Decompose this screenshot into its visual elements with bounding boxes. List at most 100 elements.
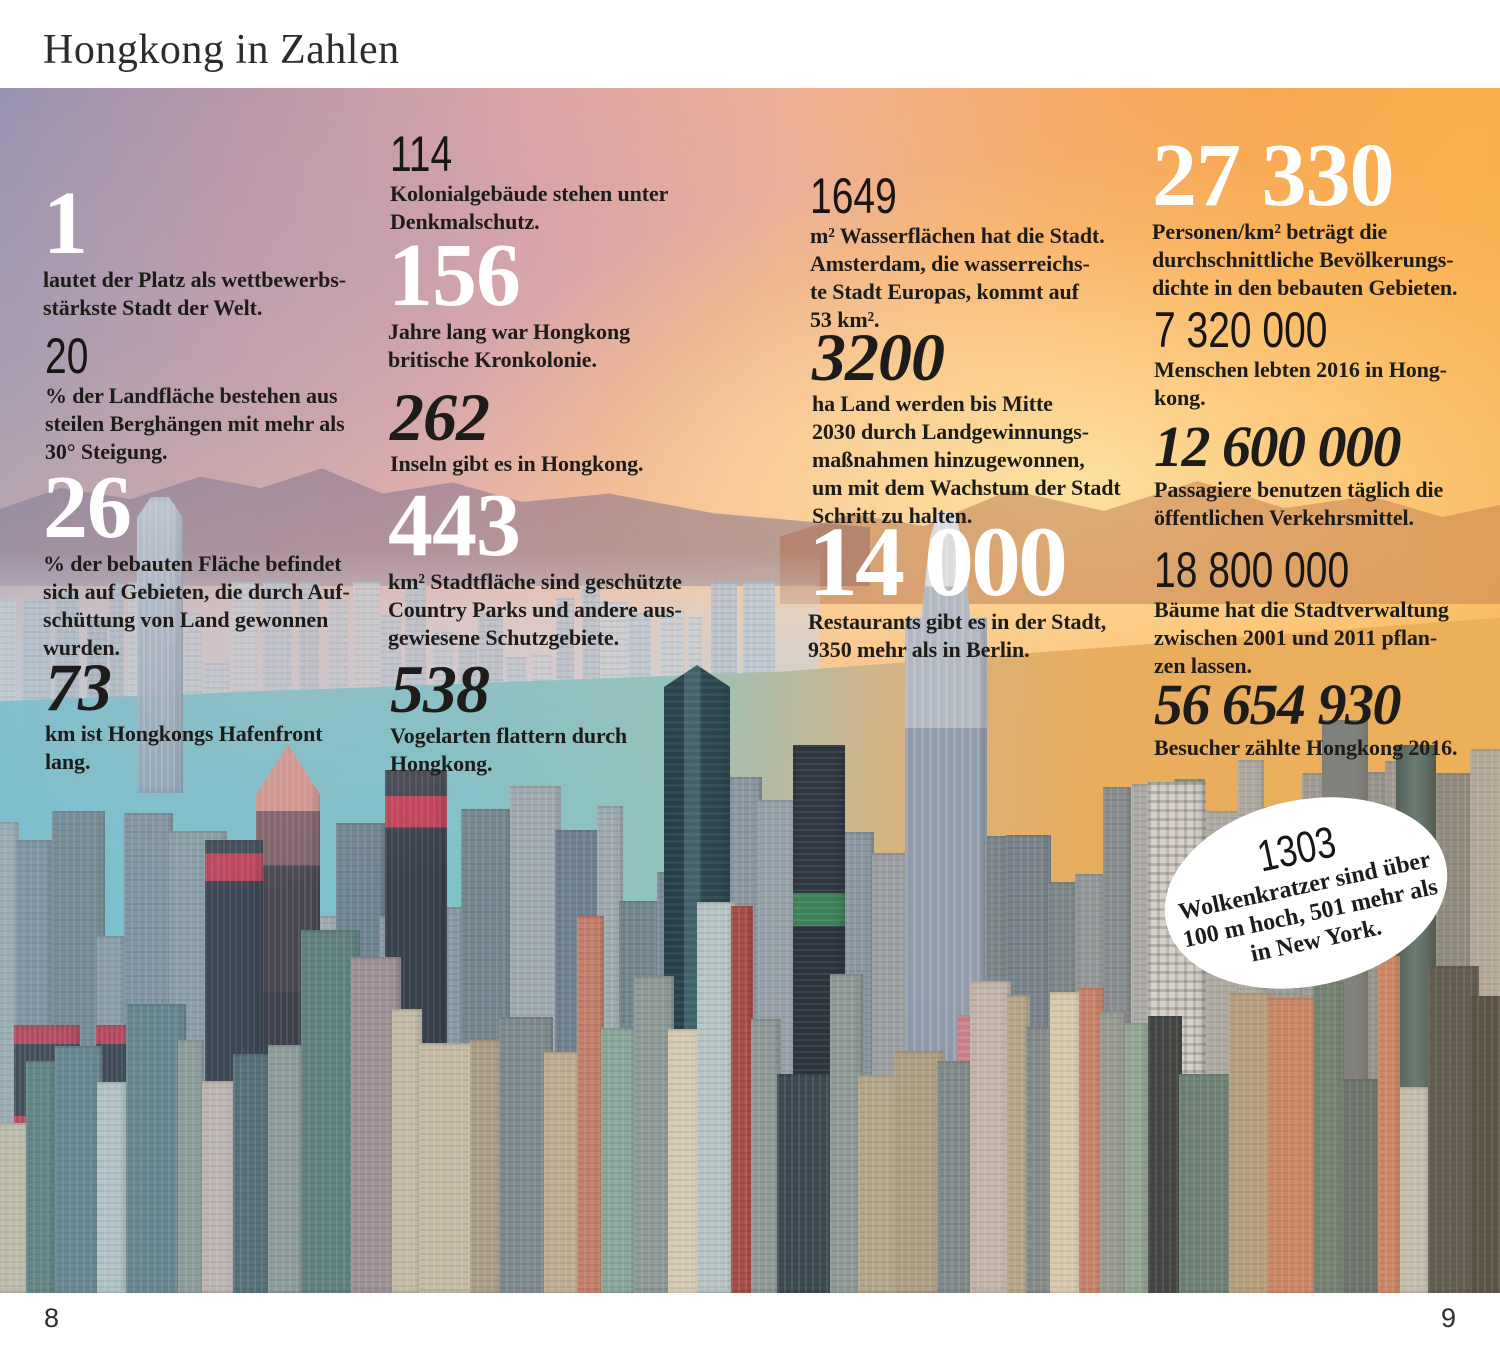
stat-value: 56 654 930 <box>1154 672 1402 737</box>
stat-caption: Kolonialgebäude stehen unter Denkmalschu… <box>390 181 669 234</box>
building <box>267 1044 304 1293</box>
stat-caption: Besucher zählte Hongkong 2016. <box>1154 735 1458 761</box>
page-footer: 8 9 <box>0 1293 1500 1357</box>
stat-caption: % der bebauten Fläche befindet sich auf … <box>43 551 350 660</box>
stat-caption: Jahre lang war Hongkong britische Kronko… <box>388 319 630 372</box>
stat-caption: Passagiere benutzen täglich die öffentli… <box>1154 477 1444 531</box>
stat-caption: ha Land werden bis Mitte 2030 durch Land… <box>812 391 1121 529</box>
building <box>202 1081 237 1293</box>
page-header: Hongkong in Zahlen <box>0 0 1500 88</box>
building <box>231 582 258 702</box>
building <box>1228 992 1273 1293</box>
stat-value: 443 <box>388 476 521 575</box>
building <box>25 1060 56 1293</box>
building <box>697 901 735 1293</box>
stat-caption: lautet der Platz als wettbewerbs- stärks… <box>43 267 346 320</box>
building <box>1470 995 1500 1293</box>
building <box>263 582 292 702</box>
building <box>380 614 402 702</box>
building <box>404 582 427 702</box>
building <box>1078 987 1104 1293</box>
page-title: Hongkong in Zahlen <box>43 27 400 73</box>
building <box>301 929 360 1293</box>
stat-block: 156 Jahre lang war Hongkong britische Kro… <box>388 226 718 374</box>
stat-block: 1 lautet der Platz als wettbewerbs- stärk… <box>43 174 373 322</box>
stat-value: 18 800 000 <box>1154 542 1350 598</box>
building <box>581 583 600 702</box>
building <box>667 1028 703 1293</box>
stat-caption: % der Landfläche bestehen aus steilen Be… <box>45 383 345 464</box>
building <box>184 613 203 702</box>
building <box>937 1060 975 1293</box>
building <box>55 589 80 702</box>
stat-caption: km² Stadtfläche sind geschützte Country … <box>388 569 682 650</box>
building <box>299 582 320 702</box>
stat-block: 538 Vogelarten flattern durch Hongkong. <box>390 651 720 778</box>
stat-block: 14 000 Restaurants gibt es in der Stadt, … <box>808 506 1153 664</box>
building <box>0 1122 31 1293</box>
building <box>633 975 675 1293</box>
stat-block: 12 600 000 Passagiere benutzen täglich di… <box>1154 414 1499 532</box>
building <box>1266 997 1321 1293</box>
stat-value: 1649 <box>810 168 897 224</box>
stat-value: 1 <box>43 174 88 273</box>
building <box>326 599 349 702</box>
building <box>750 1018 781 1293</box>
building <box>54 1046 103 1293</box>
stat-block: 443 km² Stadtfläche sind geschützte Count… <box>388 476 728 652</box>
stat-caption: m² Wasserflächen hat die Stadt. Amsterda… <box>810 223 1105 332</box>
stat-caption: km ist Hongkongs Hafenfront lang. <box>45 721 323 775</box>
stat-caption: Bäume hat die Stadtverwaltung zwischen 2… <box>1154 597 1449 678</box>
building <box>232 1054 274 1293</box>
stat-value: 27 330 <box>1152 126 1395 225</box>
stat-block: 27 330 Personen/km² beträgt die durchschn… <box>1152 126 1497 302</box>
building <box>830 973 863 1293</box>
building <box>21 601 51 702</box>
building <box>600 1027 637 1293</box>
building <box>96 1082 128 1293</box>
building <box>970 981 1011 1293</box>
stat-value: 156 <box>388 226 521 325</box>
stat-block: 18 800 000 Bäume hat die Stadtverwaltung … <box>1154 542 1499 680</box>
stat-value: 3200 <box>812 319 945 395</box>
building <box>125 1003 187 1293</box>
stat-caption: Vogelarten flattern durch Hongkong. <box>390 723 628 777</box>
building <box>1399 1087 1431 1293</box>
building <box>0 600 17 702</box>
stat-block: 3200 ha Land werden bis Mitte 2030 durch … <box>812 319 1152 530</box>
stat-value: 14 000 <box>808 506 1068 617</box>
stat-caption: Menschen lebten 2016 in Hong- kong. <box>1154 357 1447 410</box>
stat-value: 20 <box>45 328 89 384</box>
building <box>1100 1010 1127 1293</box>
building <box>1178 1074 1239 1293</box>
stat-block: 73 km ist Hongkongs Hafenfront lang. <box>45 649 375 776</box>
stat-block: 26% der bebauten Fläche befindet sich au… <box>43 463 378 662</box>
city-front-row <box>0 88 1500 1293</box>
stat-value: 73 <box>45 649 112 725</box>
stat-block: 1649 m² Wasserflächen hat die Stadt. Amst… <box>810 168 1150 334</box>
stat-value: 114 <box>390 126 453 182</box>
building <box>730 905 754 1293</box>
icc-tower <box>137 497 183 793</box>
page-number-left: 8 <box>44 1303 60 1333</box>
building <box>1148 1015 1183 1293</box>
building <box>1050 991 1082 1293</box>
page-number-right: 9 <box>1440 1303 1456 1333</box>
stat-block: 56 654 930 Besucher zählte Hongkong 2016. <box>1154 672 1499 762</box>
stat-value: 7 320 000 <box>1154 302 1328 358</box>
stat-caption: Personen/km² beträgt die durchschnittlic… <box>1152 219 1458 300</box>
stat-caption: Inseln gibt es in Hongkong. <box>390 451 644 477</box>
building <box>893 1051 946 1293</box>
building <box>1007 995 1030 1293</box>
building <box>577 915 604 1293</box>
building <box>857 1075 901 1293</box>
stat-block: 262 Inseln gibt es in Hongkong. <box>390 383 720 478</box>
stat-value: 12 600 000 <box>1154 414 1402 479</box>
building <box>1377 955 1400 1293</box>
building <box>353 582 380 702</box>
building <box>1313 982 1344 1293</box>
stat-value: 538 <box>390 651 490 727</box>
stat-caption: Restaurants gibt es in der Stadt, 9350 m… <box>808 609 1107 662</box>
